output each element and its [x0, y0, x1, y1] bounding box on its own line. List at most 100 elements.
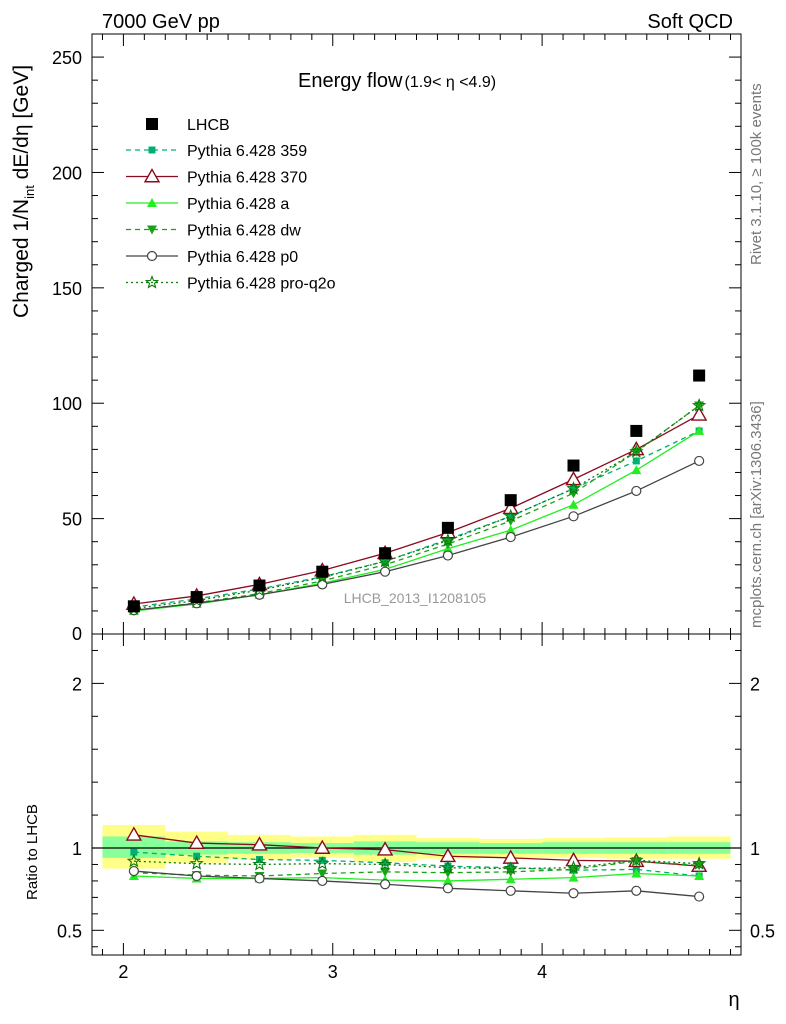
data-point — [567, 459, 580, 472]
series-ratio — [126, 852, 707, 875]
legend-marker — [147, 225, 157, 235]
series-ratio — [125, 826, 708, 873]
series-ratio-point — [566, 860, 581, 874]
legend-marker — [143, 168, 161, 183]
series-line — [133, 405, 700, 612]
series-ratio-point — [377, 856, 393, 871]
series-point — [444, 535, 452, 543]
ratio-plot-panel: 2 3 4 0.5 0.5 1 1 2 2 — [57, 633, 775, 982]
data-point — [630, 424, 643, 437]
series-point — [377, 553, 393, 568]
series-ratio-point — [188, 834, 205, 850]
x-tick-label: 2 — [118, 962, 128, 982]
series-ratio-point — [691, 856, 707, 870]
data-point — [316, 565, 329, 578]
header-left: 7000 GeV pp — [102, 11, 220, 33]
main-plot-panel: 0 50 100 150 200 250 — [52, 33, 742, 644]
series-ratio-point — [191, 870, 202, 882]
legend-item: Pythia 6.428 a — [126, 196, 289, 213]
series-point — [502, 499, 519, 515]
series-ratio-line — [133, 834, 700, 867]
series-point — [694, 455, 705, 467]
legend-label: Pythia 6.428 dw — [187, 223, 301, 240]
series-point — [568, 499, 579, 509]
x-tick-label: 4 — [537, 962, 547, 982]
series-ratio-point — [505, 874, 516, 884]
series-point — [629, 444, 644, 458]
series-ratio-point — [254, 873, 265, 884]
series-line — [133, 414, 700, 605]
series-ratio — [128, 865, 705, 902]
series-point — [631, 465, 642, 475]
y-label-subscript: int — [22, 185, 37, 199]
series-ratio-line — [133, 870, 700, 898]
series-line — [133, 460, 700, 611]
x-axis-label: η — [728, 989, 739, 1011]
series-ratio-point — [442, 868, 453, 878]
series-ratio-point — [440, 860, 456, 874]
series-point — [505, 525, 516, 535]
series-point — [632, 457, 640, 465]
data-point — [693, 369, 706, 382]
band-inner-bin — [102, 836, 166, 858]
series-main — [125, 406, 708, 610]
series-ratio-point — [128, 865, 139, 877]
series-ratio-point — [629, 852, 644, 867]
series-ratio-line — [133, 872, 700, 882]
legend-label: Pythia 6.428 pro-q2o — [187, 276, 336, 293]
series-ratio-point — [507, 864, 515, 872]
series-point — [690, 406, 708, 421]
series-line — [133, 430, 700, 608]
series-point — [691, 398, 707, 412]
series-line — [133, 430, 700, 612]
legend-label: Pythia 6.428 a — [187, 196, 289, 213]
series-ratio-point — [125, 826, 143, 841]
data-point — [127, 600, 140, 613]
y-label-main: Charged 1/N — [10, 199, 33, 318]
y-tick-label: 100 — [52, 394, 82, 414]
series-point — [503, 508, 518, 523]
data-point — [504, 494, 517, 507]
series-ratio-point — [442, 875, 453, 885]
series-ratio-point — [318, 856, 326, 864]
legend-marker — [146, 118, 158, 130]
series-point — [505, 531, 516, 543]
ratio-y-tick-label: 2 — [72, 674, 82, 694]
legend-label: Pythia 6.428 359 — [187, 143, 307, 160]
legend-label: Pythia 6.428 p0 — [187, 249, 298, 266]
series-ratio-point — [126, 853, 142, 868]
series-ratio-line — [133, 851, 700, 877]
series-ratio-point — [252, 856, 267, 871]
series-ratio-point — [631, 868, 642, 878]
series-ratio-point — [317, 869, 328, 879]
series-main — [128, 401, 705, 616]
series-ratio-point — [376, 841, 394, 856]
series-ratio-point — [314, 839, 331, 854]
series-point — [440, 533, 456, 547]
series-point — [442, 550, 454, 561]
series-line — [133, 405, 700, 610]
ratio-y-tick-label: 1 — [72, 839, 82, 859]
rivet-version-text: Rivet 3.1.10, ≥ 100k events — [748, 83, 765, 265]
series-ratio-point — [130, 848, 138, 856]
series-ratio-point — [315, 856, 330, 870]
header-right: Soft QCD — [647, 11, 733, 33]
ratio-frame — [91, 633, 742, 956]
data-series-lhcb — [127, 369, 706, 613]
chart-title-main: Energy flow — [298, 70, 403, 92]
legend-label: Pythia 6.428 370 — [187, 170, 307, 187]
series-ratio-point — [694, 870, 705, 880]
series-ratio-point — [380, 867, 391, 877]
data-point — [441, 521, 454, 534]
series-ratio-point — [568, 872, 579, 882]
data-point — [190, 591, 203, 604]
series-point — [379, 566, 391, 577]
ratio-y-tick-label-right: 0.5 — [750, 921, 775, 941]
legend-item-lhcb: LHCB — [146, 117, 230, 134]
legend: LHCB Pythia 6.428 359 Pythia 6.428 370 Pyth… — [126, 117, 336, 293]
ratio-y-tick-label: 0.5 — [57, 921, 82, 941]
legend-marker — [148, 146, 156, 154]
ratio-y-tick-label-right: 1 — [750, 839, 760, 859]
legend-label: LHCB — [187, 117, 230, 134]
